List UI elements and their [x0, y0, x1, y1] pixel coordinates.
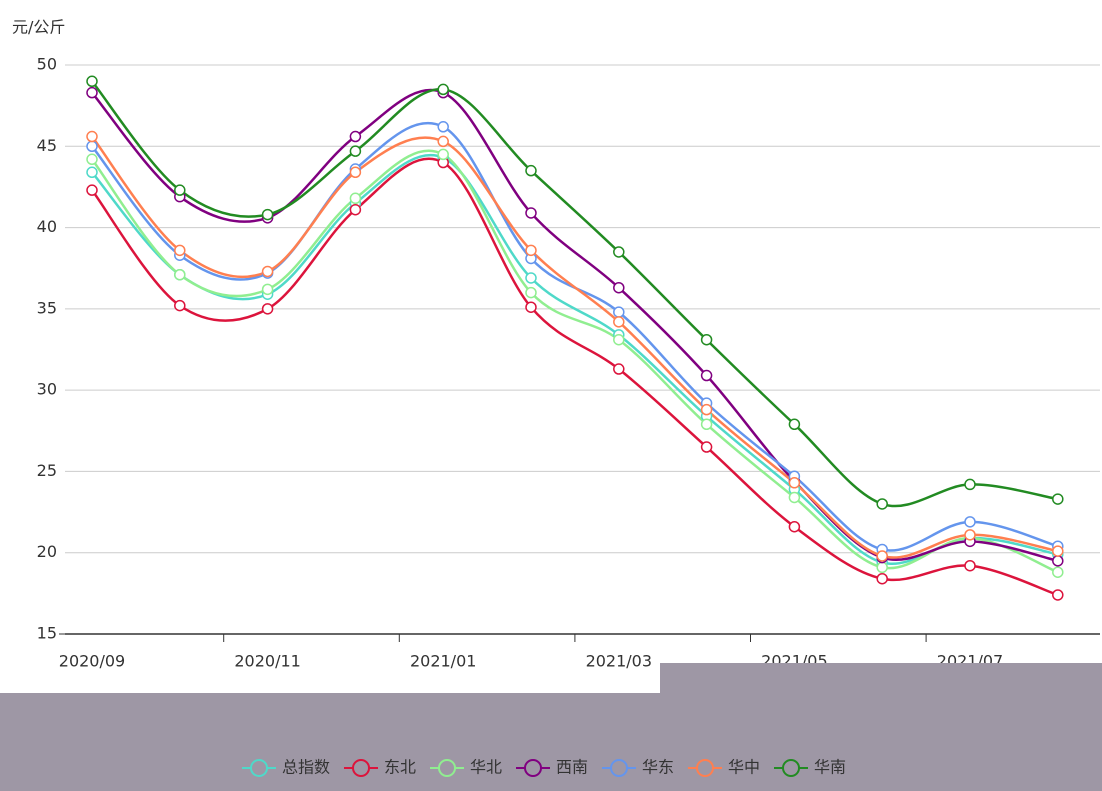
data-point — [349, 145, 362, 157]
data-point — [525, 286, 537, 299]
data-point — [525, 164, 537, 177]
data-point — [1052, 555, 1064, 567]
x-tick-label: 2021/01 — [410, 652, 476, 671]
legend-marker — [250, 759, 268, 777]
data-point — [437, 135, 449, 148]
legend-label: 总指数 — [282, 758, 330, 777]
data-point — [613, 246, 625, 258]
data-point — [876, 550, 888, 562]
data-point — [1052, 589, 1064, 601]
data-point — [261, 283, 274, 296]
legend-label: 华东 — [642, 758, 674, 777]
series-line — [91, 135, 1059, 559]
legend-label: 西南 — [556, 758, 588, 777]
data-point — [86, 184, 98, 196]
y-tick-label: 20 — [37, 542, 57, 561]
legend: 总指数 东北 华北 西南 华东 华中 华南 — [242, 758, 846, 777]
legend-marker — [352, 759, 370, 777]
data-point — [174, 184, 186, 196]
legend-marker — [524, 759, 542, 777]
data-point — [613, 363, 625, 375]
data-point — [964, 516, 976, 528]
data-point — [525, 207, 537, 219]
data-point — [876, 561, 888, 574]
data-point — [174, 299, 186, 312]
data-point — [876, 498, 888, 510]
data-point — [349, 203, 362, 216]
data-point — [613, 281, 625, 294]
legend-label: 华中 — [728, 758, 760, 777]
data-point — [261, 265, 274, 278]
y-axis-label: 元/公斤 — [12, 18, 65, 37]
legend-marker — [782, 759, 800, 777]
series-line — [91, 121, 1059, 552]
legend-label: 东北 — [384, 758, 416, 777]
data-point — [261, 303, 274, 315]
data-point — [964, 559, 976, 572]
y-tick-label: 50 — [37, 55, 57, 74]
data-point — [613, 306, 625, 318]
data-point — [700, 333, 713, 346]
series-line — [91, 149, 1059, 574]
legend-label: 华北 — [470, 758, 502, 777]
data-point — [86, 86, 98, 99]
y-tick-label: 15 — [37, 624, 57, 643]
data-point — [437, 83, 449, 96]
data-point — [788, 477, 801, 489]
x-tick-label: 2020/09 — [59, 652, 125, 671]
y-tick-label: 30 — [37, 380, 57, 399]
data-point — [261, 208, 274, 221]
y-tick-label: 45 — [37, 136, 57, 155]
data-point — [349, 166, 362, 179]
data-point — [700, 369, 713, 382]
overlay — [0, 693, 1102, 791]
legend-marker — [438, 759, 456, 777]
data-point — [1052, 566, 1064, 578]
data-point — [86, 140, 98, 153]
data-point — [700, 403, 713, 416]
data-point — [788, 491, 801, 504]
data-point — [964, 478, 976, 491]
data-point — [1052, 545, 1064, 557]
data-point — [1052, 493, 1064, 505]
y-tick-label: 40 — [37, 217, 57, 236]
data-point — [525, 244, 537, 257]
legend-label: 华南 — [814, 758, 846, 777]
data-point — [349, 192, 362, 205]
data-point — [613, 316, 625, 328]
series-line — [91, 88, 1059, 563]
legend-marker — [610, 759, 628, 777]
data-point — [86, 153, 98, 166]
y-tick-label: 25 — [37, 461, 57, 480]
x-tick-label: 2020/11 — [234, 652, 300, 671]
data-point — [700, 441, 713, 453]
legend-marker — [696, 759, 714, 777]
data-point — [964, 529, 976, 541]
data-point — [349, 130, 362, 143]
data-point — [788, 418, 801, 431]
data-point — [525, 301, 537, 313]
data-point — [700, 418, 713, 431]
data-point — [174, 268, 186, 281]
data-point — [86, 130, 98, 143]
series-line — [91, 80, 1059, 508]
data-point — [86, 166, 98, 179]
data-point — [437, 148, 449, 161]
y-tick-label: 35 — [37, 298, 57, 317]
data-point — [788, 520, 801, 533]
data-point — [876, 572, 888, 585]
data-point — [174, 244, 186, 257]
plot: 15 20 25 30 35 40 45 50 2020/09 2020/11 2021/01 202… — [37, 55, 1100, 671]
data-point — [613, 333, 625, 346]
x-tick-label: 2021/03 — [586, 652, 652, 671]
data-point — [437, 121, 449, 133]
data-point — [525, 272, 537, 284]
series-line — [91, 157, 1059, 597]
data-point — [86, 75, 98, 88]
